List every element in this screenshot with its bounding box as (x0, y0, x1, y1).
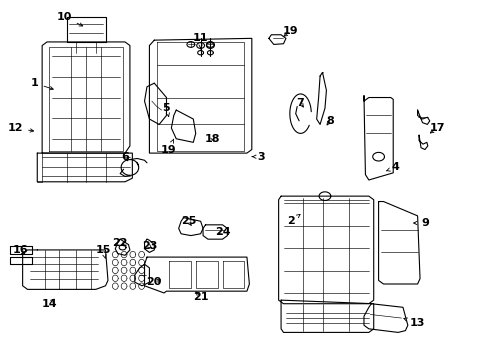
Text: 3: 3 (252, 152, 265, 162)
Text: 10: 10 (56, 12, 82, 26)
Text: 19: 19 (283, 26, 298, 36)
Text: 17: 17 (428, 123, 444, 133)
Text: 16: 16 (12, 245, 28, 255)
Text: 2: 2 (286, 215, 300, 226)
Text: 20: 20 (146, 277, 162, 287)
Text: 13: 13 (403, 318, 425, 328)
Text: 15: 15 (95, 245, 111, 258)
Text: 7: 7 (296, 98, 304, 108)
Text: 6: 6 (121, 152, 129, 162)
Text: 1: 1 (31, 78, 53, 90)
Text: 24: 24 (214, 227, 230, 237)
Text: 21: 21 (192, 292, 208, 302)
Text: 11: 11 (192, 33, 208, 49)
Text: 9: 9 (413, 218, 428, 228)
Text: 8: 8 (325, 116, 333, 126)
Text: 19: 19 (161, 139, 176, 154)
Text: 5: 5 (163, 103, 170, 116)
Text: 23: 23 (142, 241, 157, 251)
Text: 25: 25 (181, 216, 196, 226)
Text: 12: 12 (7, 123, 34, 133)
Text: 14: 14 (41, 299, 57, 309)
Text: 4: 4 (386, 162, 399, 172)
Text: 22: 22 (112, 238, 128, 248)
Text: 18: 18 (204, 134, 220, 144)
